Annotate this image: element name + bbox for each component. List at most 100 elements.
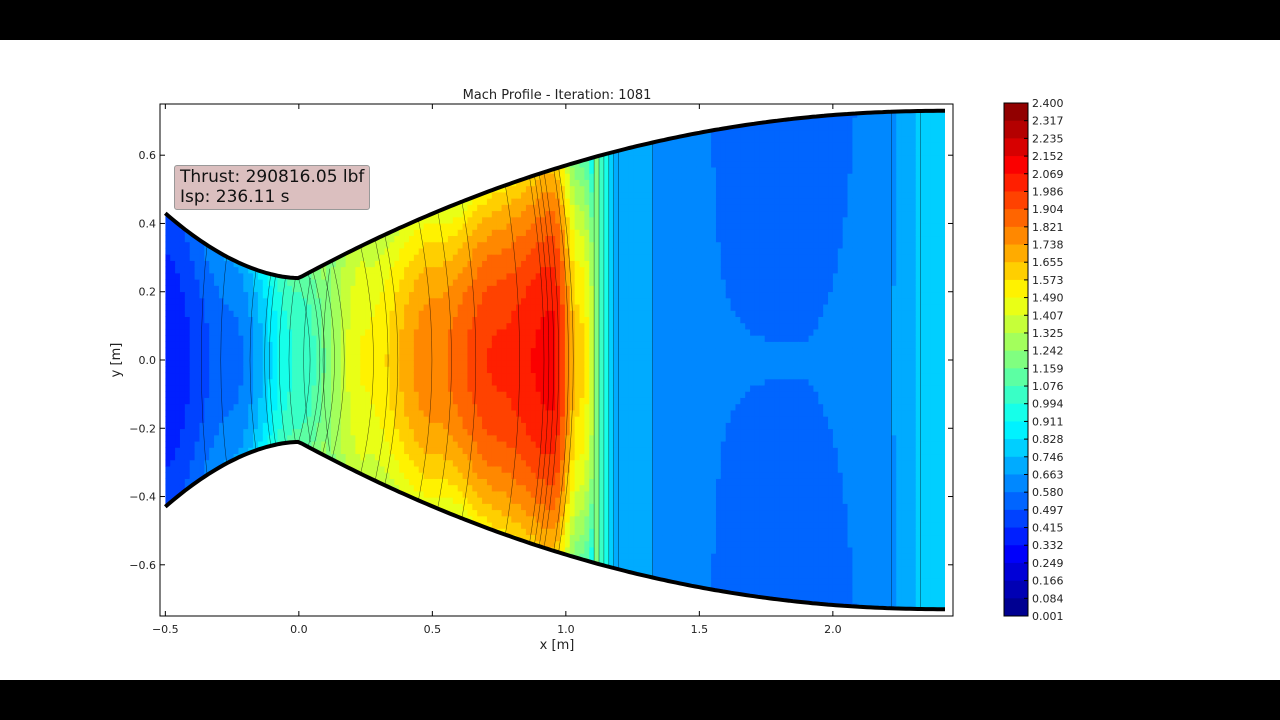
mach-cell (462, 490, 469, 498)
mach-cell (175, 291, 181, 299)
mach-cell (530, 191, 537, 199)
mach-cell (413, 297, 420, 305)
mach-cell (633, 272, 639, 280)
mach-cell (443, 222, 449, 230)
mach-cell (638, 303, 644, 311)
mach-cell (589, 416, 595, 423)
mach-cell (647, 229, 654, 237)
mach-cell (589, 229, 595, 237)
mach-cell (228, 303, 235, 311)
mach-cell (647, 154, 654, 162)
mach-cell (379, 440, 386, 448)
mach-cell (516, 465, 522, 473)
mach-cell (447, 378, 454, 386)
mach-cell (564, 453, 571, 461)
mach-cell (589, 247, 595, 255)
mach-cell (633, 378, 639, 386)
mach-cell (370, 428, 376, 436)
mach-cell (642, 440, 649, 448)
mach-cell (447, 210, 454, 218)
mach-cell (657, 279, 663, 286)
mach-cell (638, 173, 644, 180)
mach-cell (516, 241, 522, 249)
mach-cell (496, 247, 503, 255)
mach-cell (491, 447, 498, 455)
mach-cell (170, 453, 176, 461)
mach-cell (433, 341, 439, 349)
mach-cell (491, 521, 498, 529)
mach-cell (267, 422, 274, 430)
mach-cell (311, 397, 317, 405)
mach-cell (360, 260, 366, 268)
mach-cell (316, 428, 322, 436)
mach-cell (594, 160, 600, 168)
mach-cell (379, 384, 386, 392)
mach-cell (657, 353, 663, 361)
mach-cell (594, 291, 600, 299)
mach-cell (175, 310, 181, 317)
mach-cell (296, 378, 303, 386)
mach-cell (184, 459, 191, 467)
mach-cell (545, 291, 551, 299)
mach-cell (569, 360, 576, 367)
mach-cell (223, 353, 230, 361)
mach-cell (584, 434, 590, 442)
mach-cell (228, 328, 235, 336)
mach-cell (657, 166, 663, 174)
mach-cell (272, 310, 279, 317)
mach-cell (457, 465, 464, 473)
mach-cell (209, 316, 215, 324)
mach-cell (623, 534, 629, 542)
mach-cell (525, 260, 532, 268)
mach-cell (467, 472, 473, 479)
mach-cell (506, 521, 512, 529)
mach-cell (199, 285, 205, 293)
mach-cell (209, 447, 215, 455)
mach-cell (433, 372, 439, 380)
mach-cell (179, 316, 186, 324)
mach-cell (530, 484, 537, 492)
mach-cell (233, 409, 240, 417)
mach-cell (599, 341, 605, 349)
mach-cell (477, 515, 483, 523)
mach-cell (545, 347, 551, 355)
mach-cell (316, 322, 322, 330)
mach-cell (447, 465, 454, 473)
mach-cell (589, 303, 595, 311)
mach-cell (574, 191, 581, 199)
mach-cell (433, 266, 439, 274)
mach-cell (379, 397, 386, 405)
mach-cell (501, 310, 508, 317)
mach-cell (433, 235, 439, 243)
mach-cell (428, 222, 434, 230)
mach-cell (238, 372, 244, 380)
mach-cell (175, 478, 181, 486)
mach-cell (638, 509, 644, 517)
mach-cell (209, 434, 215, 442)
mach-cell (579, 260, 585, 268)
mach-cell (628, 303, 634, 311)
mach-cell (545, 353, 551, 361)
mach-cell (438, 360, 444, 367)
mach-cell (374, 378, 381, 386)
mach-cell (467, 372, 473, 380)
mach-cell (433, 310, 439, 317)
mach-cell (584, 347, 590, 355)
mach-cell (165, 497, 171, 504)
mach-cell (175, 316, 181, 324)
mach-cell (350, 335, 356, 342)
mach-cell (408, 428, 415, 436)
mach-cell (292, 366, 298, 374)
mach-cell (423, 490, 430, 498)
mach-cell (564, 291, 571, 299)
mach-cell (408, 303, 415, 311)
mach-cell (189, 391, 196, 398)
mach-cell (345, 384, 352, 392)
mach-cell (633, 503, 639, 511)
mach-cell (184, 428, 191, 436)
mach-cell (584, 297, 590, 305)
mach-cell (374, 434, 381, 442)
mach-cell (233, 447, 240, 455)
mach-cell (335, 316, 342, 324)
mach-cell (175, 484, 181, 492)
